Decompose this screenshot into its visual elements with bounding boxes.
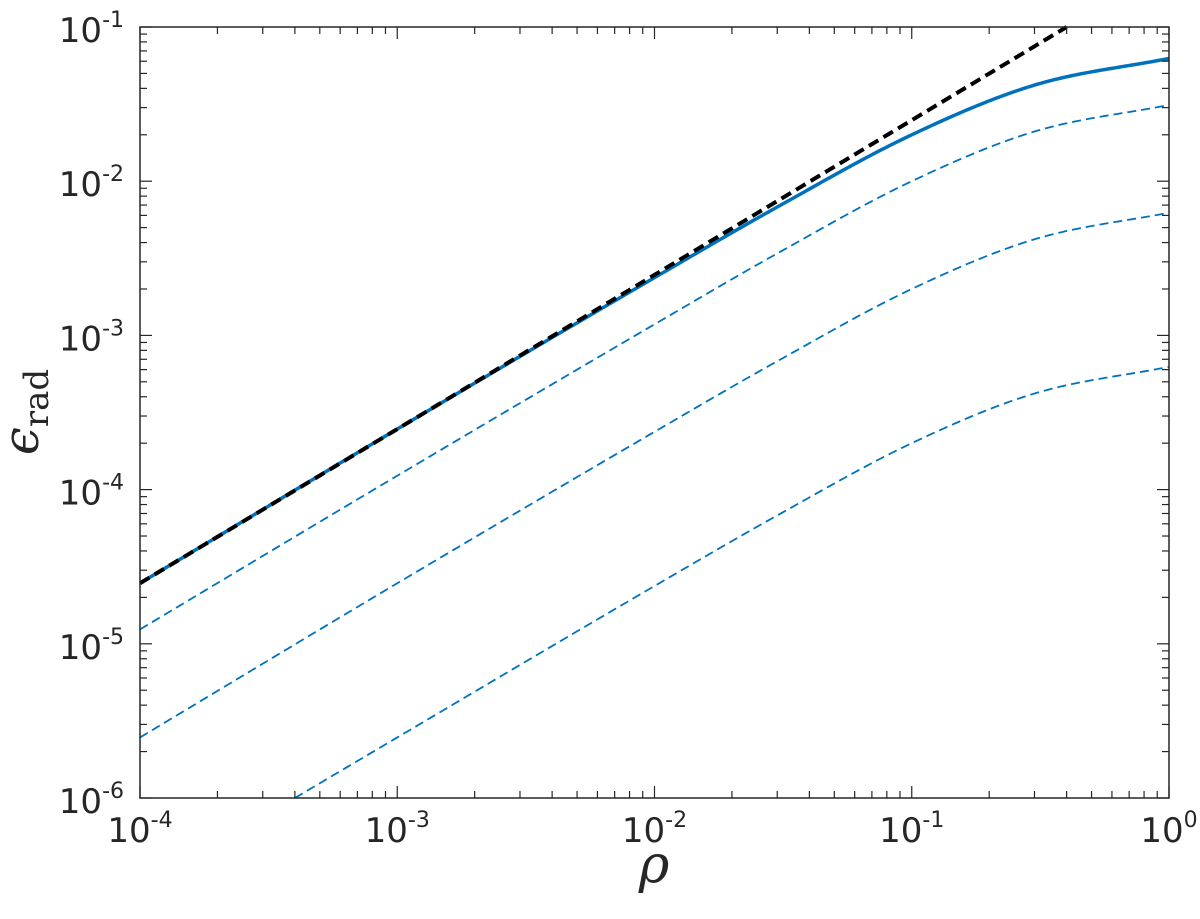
tick-label-layer: 10-4 10-3 10-2 10-1 100 10-6 10-5 10-4 10-3 10-2 1… <box>59 8 1198 851</box>
y-tick-label: 10-2 <box>59 162 124 205</box>
series-line-3 <box>139 211 1170 739</box>
x-tick-label: 100 <box>1140 808 1197 851</box>
y-tick-label: 10-4 <box>59 471 124 514</box>
series-line-5 <box>138 25 1068 585</box>
x-tick-label: 10-1 <box>879 808 944 851</box>
tick-layer <box>139 26 1170 799</box>
series-line-4 <box>294 365 1170 799</box>
y-axis-label-base: ϵ <box>0 427 50 455</box>
x-tick-label: 10-3 <box>365 808 430 851</box>
y-axis-label-subscript: rad <box>17 369 57 427</box>
y-tick-label: 10-6 <box>59 779 124 822</box>
y-tick-label: 10-5 <box>59 625 124 668</box>
x-axis-label: ρ <box>638 835 670 895</box>
plot-frame <box>139 26 1170 799</box>
x-tick-label: 10-2 <box>622 808 687 851</box>
x-tick-label: 10-4 <box>107 808 172 851</box>
y-tick-label: 10-1 <box>59 8 124 51</box>
plot-background <box>140 27 1169 798</box>
y-tick-label: 10-3 <box>59 316 124 359</box>
series-line-2 <box>139 104 1170 631</box>
svg-text:ϵrad: ϵrad <box>0 369 57 455</box>
series-layer <box>138 25 1170 799</box>
y-axis-label: ϵrad <box>0 369 57 455</box>
